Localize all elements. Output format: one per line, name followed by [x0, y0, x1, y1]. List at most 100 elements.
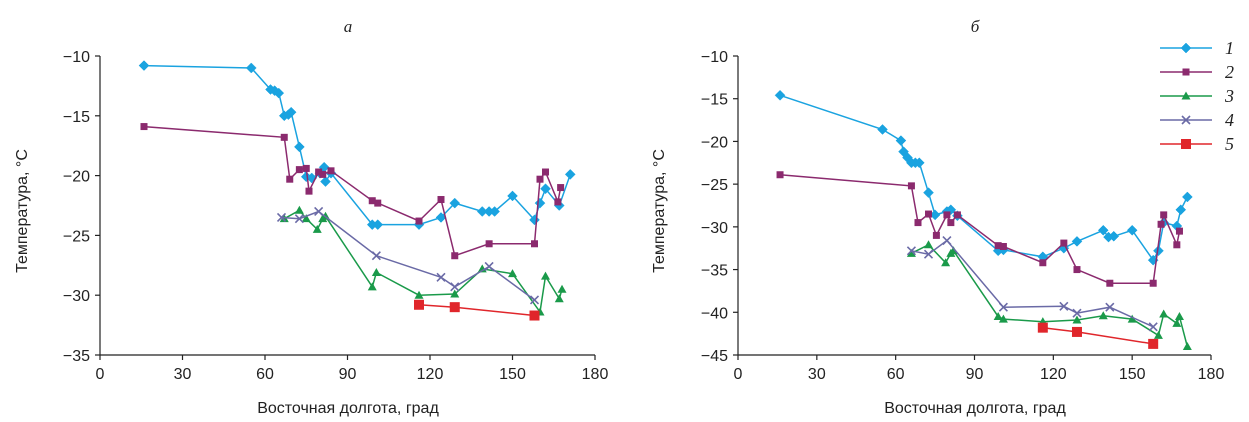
panel-a-series-4-point [436, 272, 446, 282]
panel-a-series-3-point [450, 289, 460, 298]
panel-a-series-2-point [368, 197, 376, 205]
legend-marker [1181, 139, 1191, 149]
panel-a-series-3 [279, 205, 567, 316]
panel-a-series-2-point [295, 166, 303, 174]
panel-b-ylabel: Температура, °С [651, 149, 668, 273]
panel-b-series-1-point [877, 124, 888, 135]
panel-b-series-2-point [1175, 227, 1183, 235]
panel-b-x-tick-label: 0 [734, 366, 743, 383]
panel-a-xlabel: Восточная долгота, град [257, 400, 439, 417]
panel-b-series-4-point [923, 249, 934, 259]
panel-b-series-1-point [1108, 230, 1120, 242]
panel-a-series-2-point [315, 168, 323, 176]
panel-b-series-4-point [1148, 322, 1158, 332]
panel-b-series-3-line [911, 243, 1189, 347]
panel-b-series-2-point [932, 231, 940, 239]
panel-a-series-2-point [140, 123, 148, 131]
panel-b-series-3-point [1072, 315, 1082, 324]
panel-b-x-tick-label: 60 [887, 366, 905, 383]
panel-a-series-2-point [557, 184, 565, 192]
panel-a-series-5-point [414, 299, 424, 310]
panel-b-series-1-point [1097, 224, 1109, 236]
panel-b-series-2-point [1149, 279, 1157, 287]
panel-a-series-1-point [273, 87, 285, 99]
panel-b-x-tick-label: 180 [1198, 366, 1225, 383]
panel-a-x-tick-label: 120 [417, 366, 444, 383]
panel-a-series-4-point [484, 261, 494, 272]
panel-b-series-5-point [1037, 322, 1048, 333]
panel-b-series-3-point [1098, 311, 1108, 320]
panel-b-series-3-point [993, 312, 1003, 321]
panel-b-series-4 [906, 235, 1158, 332]
panel-b-series-1-point [1126, 224, 1138, 236]
panel-a-y-tick-label: −20 [63, 169, 90, 186]
panel-a-series-3-point [367, 282, 377, 291]
panel-b-series-2-point [1039, 259, 1047, 267]
panel-b-series-2-point [1173, 241, 1181, 249]
panel-a-series-1-point [294, 141, 305, 153]
panel-a-series-2-point [536, 175, 544, 183]
panel-a-series-3-point [508, 269, 517, 278]
panel-b-series-2-point [1106, 279, 1114, 287]
panel-a-series-2-point [280, 133, 288, 141]
panel-a-series-5-point [529, 310, 540, 321]
panel-a-x-tick-label: 0 [96, 366, 105, 383]
panel-b-series-2-point [947, 219, 955, 227]
panel-b-y-tick-label: −45 [701, 348, 728, 365]
legend-item-2: 2 [1160, 62, 1234, 82]
panel-b-plot-area: 0 30 60 90 120 150 180 −45 −40 −35 −30 −25 −20 −15 −10 [701, 49, 1225, 383]
panel-a-series-1-point [534, 197, 546, 209]
panel-a-series-1-point [320, 176, 331, 187]
panel-a-series-4 [276, 206, 540, 305]
panel-b-series-4-point [906, 246, 916, 256]
legend-label: 2 [1225, 62, 1234, 82]
panel-b-series-2-point [1060, 239, 1068, 247]
panel-a-series-4-point [450, 282, 460, 292]
panel-b-series-2-point [907, 182, 915, 190]
panel-a-y-tick-label: −25 [63, 228, 90, 245]
panel-b-series-3-point [998, 314, 1008, 323]
panel-a-series-5-line [418, 304, 535, 317]
panel-b-x-tick-label: 90 [966, 366, 984, 383]
panel-a-series-2 [140, 123, 565, 260]
panel-a-series-2-point [319, 170, 327, 178]
panel-b-series-3-point [1172, 318, 1182, 327]
panel-b-series-4-point [1105, 302, 1115, 312]
panel-a-series-2-point [327, 167, 335, 175]
panel-a-series-2-point [554, 198, 562, 206]
panel-a: а Температура, °С Восточная долгота, гра… [14, 17, 608, 417]
panel-b-series-5-point [1071, 326, 1082, 337]
panel-a-series-5 [414, 299, 540, 321]
panel-b-series-5 [1037, 322, 1159, 349]
legend-marker [1180, 42, 1192, 54]
legend-marker [1182, 68, 1190, 76]
panel-b-series-2-point [1160, 211, 1168, 219]
panel-a-series-3-point [541, 271, 550, 280]
panel-a-series-4-point [294, 214, 304, 224]
panel-a-series-1-point [564, 169, 576, 180]
panel-a-series-2-point [305, 187, 313, 195]
panel-b: б Температура, °С Восточная долгота, гра… [651, 17, 1224, 417]
panel-b-y-tick-label: −40 [701, 305, 728, 322]
panel-b-series-2-point [953, 211, 961, 219]
legend-item-3: 3 [1160, 86, 1234, 106]
panel-a-series-4-line [281, 210, 535, 301]
panel-a-series-1 [138, 60, 576, 230]
panel-b-series-1 [774, 89, 1193, 266]
panel-b-x-tick-label: 30 [808, 366, 826, 383]
legend-marker [1181, 115, 1191, 125]
legend-item-1: 1 [1160, 38, 1234, 58]
panel-a-series-1-point [372, 219, 384, 230]
panel-a-series-4-point [276, 212, 287, 223]
panel-b-y-tick-label: −10 [701, 49, 728, 66]
panel-a-x-tick-label: 180 [582, 366, 609, 383]
panel-b-series-3-point [941, 258, 951, 267]
panel-b-series-3-point [948, 246, 958, 255]
panel-b-series-2-point [994, 242, 1002, 250]
panel-a-series-3-point [557, 284, 567, 293]
panel-b-x-tick-label: 150 [1119, 366, 1146, 383]
panel-b-series-2-point [1073, 266, 1081, 274]
panel-a-series-4-point [371, 251, 381, 261]
panel-b-y-tick-label: −35 [701, 263, 728, 280]
